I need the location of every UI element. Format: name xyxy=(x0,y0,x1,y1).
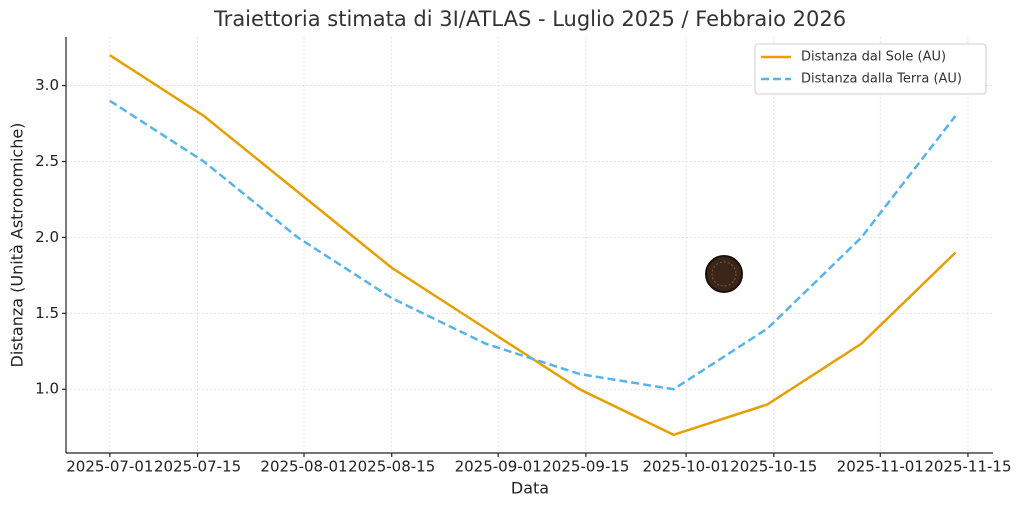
y-tick-label: 2.0 xyxy=(35,228,59,246)
x-tick-label: 2025-11-01 xyxy=(837,458,924,476)
y-tick-label: 2.5 xyxy=(35,152,59,170)
x-tick-label: 2025-08-15 xyxy=(348,458,435,476)
y-tick-label: 1.0 xyxy=(35,380,59,398)
legend-box xyxy=(754,43,987,95)
y-axis-label: Distanza (Unità Astronomiche) xyxy=(8,123,27,368)
x-tick-label: 2025-09-01 xyxy=(455,458,542,476)
data-line xyxy=(109,99,957,391)
x-tick-label: 2025-07-01 xyxy=(66,458,153,476)
legend-label: Distanza dal Sole (AU) xyxy=(801,50,946,65)
x-tick-label: 2025-07-15 xyxy=(154,458,241,476)
x-tick-label: 2025-11-15 xyxy=(924,458,1011,476)
data-line xyxy=(109,54,957,437)
y-tick-label: 3.0 xyxy=(35,76,59,94)
y-tick-label: 1.5 xyxy=(35,304,59,322)
comet-icon xyxy=(705,255,743,293)
x-tick-label: 2025-09-15 xyxy=(542,458,629,476)
chart-title: Traiettoria stimata di 3I/ATLAS - Luglio… xyxy=(213,7,846,31)
legend-label: Distanza dalla Terra (AU) xyxy=(801,72,962,87)
x-tick-label: 2025-10-01 xyxy=(642,458,729,476)
x-axis-label: Data xyxy=(511,479,549,498)
x-tick-label: 2025-10-15 xyxy=(730,458,817,476)
x-tick-label: 2025-08-01 xyxy=(260,458,347,476)
